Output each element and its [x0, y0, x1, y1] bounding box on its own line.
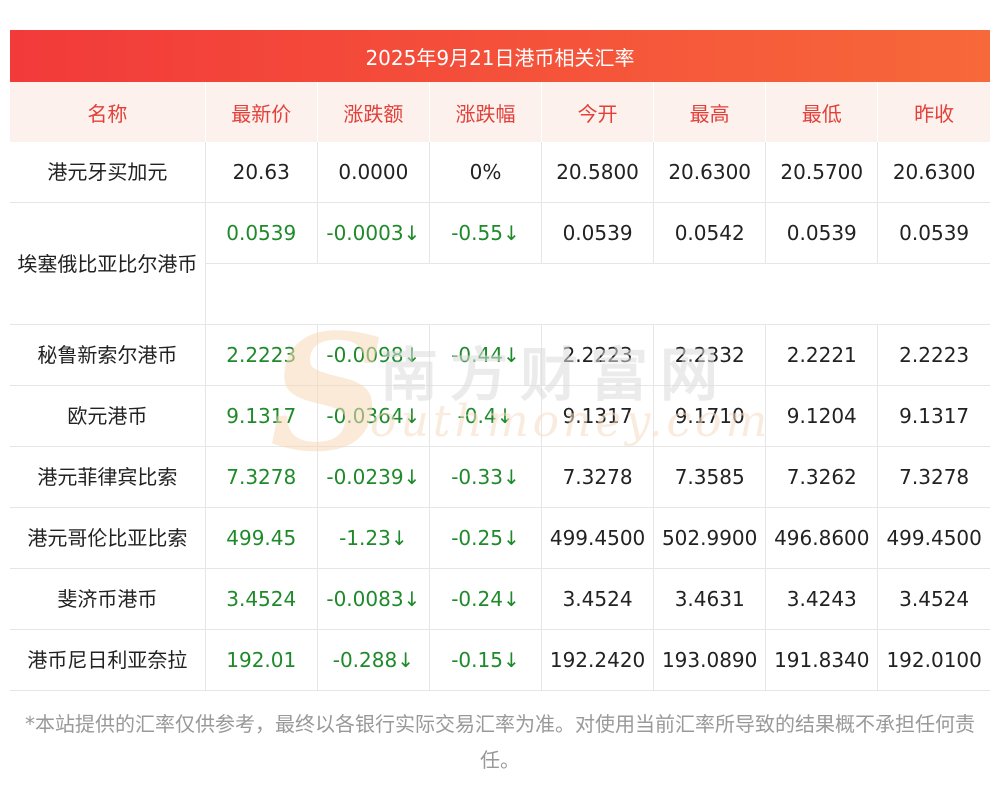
latest-price: 2.2223 [205, 324, 318, 386]
column-header: 涨跌额 [317, 82, 430, 142]
low-price: 3.4243 [765, 568, 879, 630]
table-row[interactable]: 港币尼日利亚奈拉 192.01 -0.288↓ -0.15↓ 192.2420 … [10, 629, 990, 691]
latest-price: 20.63 [205, 142, 318, 203]
open-price: 3.4524 [541, 568, 655, 630]
low-price: 0.0539 [765, 202, 879, 264]
currency-name: 港元菲律宾比索 [10, 446, 206, 508]
change-amount: -0.0083↓ [317, 568, 430, 630]
low-price: 9.1204 [765, 385, 879, 447]
change-amount: -0.0098↓ [317, 324, 430, 386]
open-price: 0.0539 [541, 202, 655, 264]
table-row[interactable]: 欧元港币 9.1317 -0.0364↓ -0.4↓ 9.1317 9.1710… [10, 385, 990, 447]
change-amount: 0.0000 [317, 142, 430, 203]
prev-close: 20.6300 [877, 142, 990, 203]
page-title: 2025年9月21日港币相关汇率 [365, 45, 635, 70]
currency-name: 埃塞俄比亚比尔港币 [10, 202, 206, 325]
change-percent: -0.25↓ [429, 507, 543, 569]
low-price: 20.5700 [765, 142, 879, 203]
table-row[interactable]: 港元菲律宾比索 7.3278 -0.0239↓ -0.33↓ 7.3278 7.… [10, 446, 990, 508]
currency-name: 港币尼日利亚奈拉 [10, 629, 206, 691]
prev-close: 2.2223 [877, 324, 990, 386]
disclaimer-note: *本站提供的汇率仅供参考，最终以各银行实际交易汇率为准。对使用当前汇率所导致的结… [25, 712, 975, 772]
open-price: 9.1317 [541, 385, 655, 447]
column-header: 今开 [541, 82, 655, 142]
prev-close: 9.1317 [877, 385, 990, 447]
latest-price: 7.3278 [205, 446, 318, 508]
table-row-continuation [10, 263, 990, 325]
change-percent: -0.44↓ [429, 324, 543, 386]
exchange-rate-table: 名称 最新价 涨跌额 涨跌幅 今开 最高 最低 昨收 港元牙买加元 20.63 … [10, 82, 990, 691]
prev-close: 0.0539 [877, 202, 990, 264]
column-header: 最新价 [205, 82, 318, 142]
page-title-banner: 2025年9月21日港币相关汇率 [10, 30, 990, 82]
table-row[interactable]: 斐济币港币 3.4524 -0.0083↓ -0.24↓ 3.4524 3.46… [10, 568, 990, 630]
column-header: 涨跌幅 [429, 82, 543, 142]
open-price: 7.3278 [541, 446, 655, 508]
table-header-row: 名称 最新价 涨跌额 涨跌幅 今开 最高 最低 昨收 [10, 82, 990, 142]
prev-close: 3.4524 [877, 568, 990, 630]
change-percent: -0.4↓ [429, 385, 543, 447]
change-amount: -0.0003↓ [317, 202, 430, 264]
change-percent: -0.33↓ [429, 446, 543, 508]
low-price: 7.3262 [765, 446, 879, 508]
latest-price: 499.45 [205, 507, 318, 569]
low-price: 2.2221 [765, 324, 879, 386]
table-row[interactable]: 秘鲁新索尔港币 2.2223 -0.0098↓ -0.44↓ 2.2223 2.… [10, 324, 990, 386]
high-price: 9.1710 [653, 385, 767, 447]
change-percent: -0.55↓ [429, 202, 543, 264]
change-amount: -0.288↓ [317, 629, 430, 691]
empty-cell [205, 263, 990, 325]
table-row[interactable]: 港元牙买加元 20.63 0.0000 0% 20.5800 20.6300 2… [10, 142, 990, 203]
latest-price: 192.01 [205, 629, 318, 691]
currency-name: 港元牙买加元 [10, 142, 206, 203]
column-header: 名称 [10, 82, 206, 142]
currency-name: 欧元港币 [10, 385, 206, 447]
high-price: 502.9900 [653, 507, 767, 569]
prev-close: 192.0100 [877, 629, 990, 691]
currency-name: 港元哥伦比亚比索 [10, 507, 206, 569]
low-price: 191.8340 [765, 629, 879, 691]
latest-price: 0.0539 [205, 202, 318, 264]
change-percent: -0.24↓ [429, 568, 543, 630]
low-price: 496.8600 [765, 507, 879, 569]
latest-price: 9.1317 [205, 385, 318, 447]
change-amount: -0.0364↓ [317, 385, 430, 447]
currency-name: 秘鲁新索尔港币 [10, 324, 206, 386]
column-header: 最高 [653, 82, 767, 142]
change-percent: -0.15↓ [429, 629, 543, 691]
change-amount: -1.23↓ [317, 507, 430, 569]
high-price: 7.3585 [653, 446, 767, 508]
currency-name: 斐济币港币 [10, 568, 206, 630]
change-percent: 0% [429, 142, 543, 203]
column-header: 昨收 [877, 82, 990, 142]
column-header: 最低 [765, 82, 879, 142]
prev-close: 7.3278 [877, 446, 990, 508]
open-price: 2.2223 [541, 324, 655, 386]
prev-close: 499.4500 [877, 507, 990, 569]
open-price: 499.4500 [541, 507, 655, 569]
open-price: 20.5800 [541, 142, 655, 203]
latest-price: 3.4524 [205, 568, 318, 630]
table-row[interactable]: 港元哥伦比亚比索 499.45 -1.23↓ -0.25↓ 499.4500 5… [10, 507, 990, 569]
change-amount: -0.0239↓ [317, 446, 430, 508]
high-price: 0.0542 [653, 202, 767, 264]
high-price: 193.0890 [653, 629, 767, 691]
high-price: 20.6300 [653, 142, 767, 203]
open-price: 192.2420 [541, 629, 655, 691]
high-price: 2.2332 [653, 324, 767, 386]
high-price: 3.4631 [653, 568, 767, 630]
table-row[interactable]: 埃塞俄比亚比尔港币 0.0539 -0.0003↓ -0.55↓ 0.0539 … [10, 202, 990, 325]
